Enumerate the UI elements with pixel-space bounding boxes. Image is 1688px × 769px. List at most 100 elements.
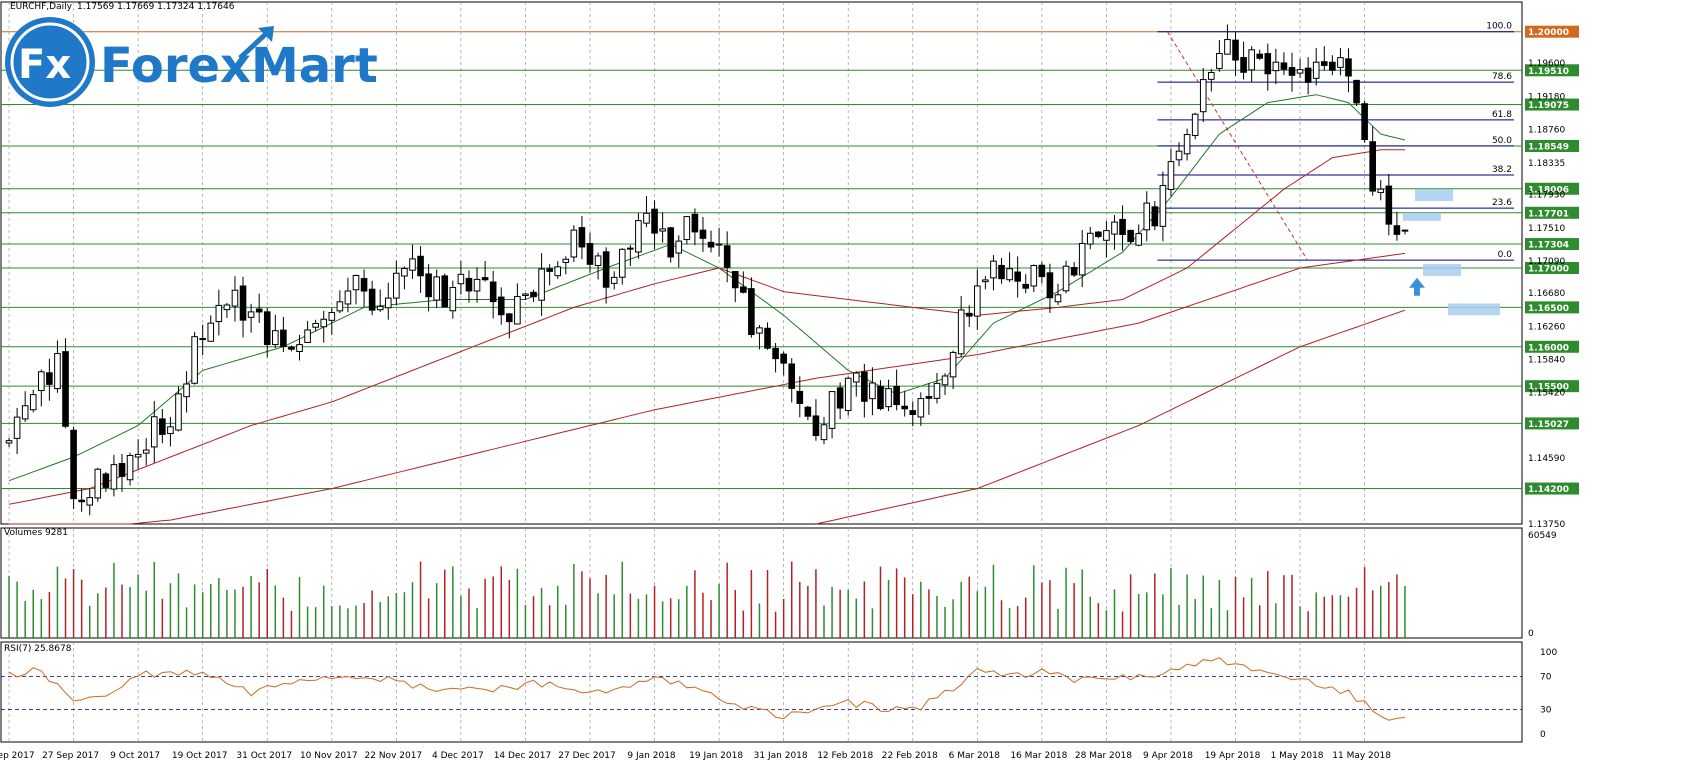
candle-body [1240,57,1247,73]
candle-body [1070,267,1078,276]
candle-body [570,229,578,258]
candle-body [1345,58,1352,77]
candle-body [5,440,13,444]
candle-body [1143,202,1151,231]
y-tick-label: 1.15420 [1528,388,1565,398]
candle-body [602,251,610,288]
candle-body [844,377,852,411]
candle-body [1199,79,1207,113]
candle-body [578,227,586,248]
x-tick-label: 27 Dec 2017 [558,751,616,761]
volume-title: Volumes 9281 [4,528,68,538]
target-zone [1402,212,1441,221]
target-zone [1448,303,1501,316]
level-price-label: 1.16500 [1528,304,1569,314]
level-price-label: 1.14200 [1528,485,1569,495]
candle-body [1175,150,1183,161]
candle-body [62,351,69,427]
x-tick-label: 31 Oct 2017 [236,751,292,761]
level-price-tag [1525,25,1579,38]
candle-body [1078,242,1086,276]
candle-body [1095,231,1102,237]
y-tick-label: 1.17930 [1528,191,1565,201]
candle-body [707,241,715,248]
y-tick-label: 1.17090 [1528,257,1565,267]
x-tick-label: 15 Sep 2017 [0,751,35,761]
level-price-tag [1525,206,1579,219]
candle-body [1320,61,1328,66]
candle-body [610,276,618,284]
y-tick-label: 1.14590 [1528,454,1565,464]
candle-body [1062,265,1070,292]
ohlc-header: 1.17569 1.17669 1.17324 1.17646 [77,2,235,12]
candle-body [1191,113,1199,137]
y-tick-label: 1.19600 [1528,59,1565,69]
candle-body [102,473,110,488]
candle-body [772,347,779,360]
candle-body [384,297,392,309]
candle-body [78,499,85,503]
candle-body [1304,67,1312,83]
level-price-tag [1525,417,1579,430]
x-tick-label: 4 Dec 2017 [432,751,484,761]
candle-body [788,363,796,389]
candle-body [554,266,562,277]
candle-body [683,216,691,241]
candle-body [1393,225,1401,235]
candle-body [94,468,102,499]
candle-body [280,329,287,348]
candle-body [1272,61,1280,72]
candle-body [134,453,142,458]
candle-body [731,270,739,289]
candle-body [933,382,941,399]
candle-body [1111,221,1118,235]
x-tick-label: 9 Oct 2017 [110,751,160,761]
candle-body [21,405,29,420]
candle-body [86,497,94,506]
candle-body [1183,134,1191,155]
rsi-y-label: 0 [1540,730,1546,740]
candle-body [320,318,328,328]
fib-level-label: 50.0 [1492,136,1512,146]
candle-body [497,296,505,316]
level-price-label: 1.18549 [1528,142,1569,152]
candle-body [586,242,594,265]
candle-body [506,313,513,323]
level-price-label: 1.17000 [1528,265,1569,275]
candle-body [29,394,37,411]
candle-body [465,277,473,292]
symbol-header: EURCHF,Daily [10,2,73,12]
candle-body [1135,233,1142,246]
candle-body [296,344,303,352]
candle-body [54,353,61,390]
candle-body [796,390,804,404]
candle-body [1014,271,1021,282]
logo-text: ForexMart [100,38,378,94]
candle-body [804,406,812,417]
candle-body [836,387,844,409]
logo-mark: Fx [18,42,71,88]
candle-body [538,268,545,301]
candle-body [183,383,190,398]
candle-body [869,382,876,400]
candle-body [562,258,570,263]
candle-body [175,393,182,431]
candle-body [530,291,537,298]
candle-body [861,371,868,402]
candle-body [1232,39,1239,61]
candle-body [740,286,747,293]
candle-body [723,245,731,268]
candle-body [514,296,521,325]
candle-body [1353,79,1360,104]
candle-body [1280,62,1288,70]
candle-body [998,264,1005,280]
candle-body [1264,53,1272,75]
level-price-tag [1525,182,1579,195]
candle-body [1030,264,1038,287]
buy-arrow [1408,277,1425,296]
x-tick-label: 10 Nov 2017 [300,751,358,761]
candle-body [1167,161,1175,190]
candle-body [820,424,828,441]
